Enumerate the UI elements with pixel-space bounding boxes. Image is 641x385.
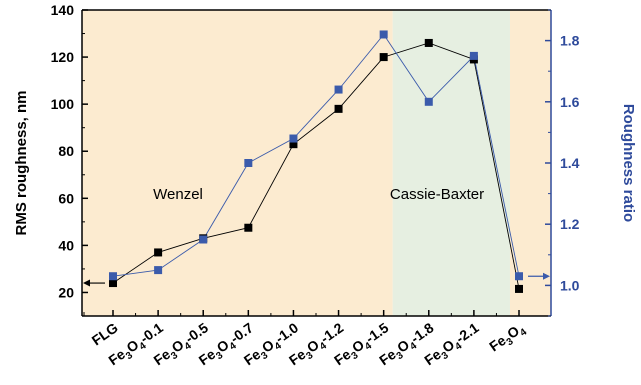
x-tick-label-part: Fe xyxy=(151,346,174,369)
x-tick-label-subscript: 3 xyxy=(304,350,315,362)
x-tick-label-part: Fe xyxy=(105,346,128,369)
series-1-point-7 xyxy=(379,53,388,62)
x-tick-label-part: Fe xyxy=(196,346,219,369)
y-axis-title-right: Roughness ratio xyxy=(620,104,637,222)
x-tick-label-subscript: 4 xyxy=(408,340,419,352)
x-tick-label-subscript: 3 xyxy=(505,336,516,348)
right-tick-label: 1.6 xyxy=(560,94,580,110)
x-tick-label-subscript: 4 xyxy=(518,326,529,338)
y-axis-title-left: RMS roughness, nm xyxy=(13,90,30,235)
left-tick-label: 80 xyxy=(58,143,74,159)
right-tick-label: 1.4 xyxy=(560,155,580,171)
background-regions xyxy=(82,10,551,316)
series-2-point-4 xyxy=(244,159,253,167)
series-2-point-6 xyxy=(334,85,343,94)
series-2-point-9 xyxy=(469,51,478,60)
x-tick-label: Fe3O4-1.2 xyxy=(286,319,349,371)
x-tick-label-subscript: 3 xyxy=(395,350,406,362)
series-1-point-8 xyxy=(424,38,433,47)
series-1-point-6 xyxy=(334,104,343,113)
x-tick-label-part: Fe xyxy=(331,346,354,369)
series-1-point-10 xyxy=(515,284,523,293)
series-2-point-2 xyxy=(154,266,163,275)
x-tick-label-subscript: 3 xyxy=(214,350,225,362)
x-tick-label-subscript: 4 xyxy=(363,340,374,352)
left-tick-label: 100 xyxy=(51,96,75,112)
right-tick-label: 1.8 xyxy=(560,33,580,49)
x-tick-label: FLG xyxy=(89,319,121,348)
x-tick-label-subscript: 4 xyxy=(273,340,284,352)
x-tick-label-subscript: 4 xyxy=(453,340,464,352)
region-1 xyxy=(82,10,393,316)
region-3 xyxy=(509,10,551,316)
series-2-point-7 xyxy=(379,30,388,39)
text-labels: Wenzel Cassie-Baxter 20 40 60 80 100 120 140 1.0 1… xyxy=(13,2,637,371)
x-tick-label-part: Fe xyxy=(421,346,444,369)
series-1-line xyxy=(112,42,520,289)
x-tick-label-part: Fe xyxy=(376,346,399,369)
left-tick-label: 40 xyxy=(58,237,74,253)
region-2 xyxy=(392,10,510,316)
x-tick-label-subscript: 3 xyxy=(259,350,270,362)
left-tick-label: 140 xyxy=(51,2,75,18)
series-1-point-1 xyxy=(109,279,117,288)
x-tick-label-part: Fe xyxy=(486,332,509,355)
series-1-point-2 xyxy=(154,248,163,257)
x-tick-label-part: Fe xyxy=(241,346,264,369)
right-tick-label: 1.2 xyxy=(560,216,580,232)
x-tick-label-subscript: 4 xyxy=(137,340,148,352)
series-lines xyxy=(112,33,520,289)
left-tick-label: 120 xyxy=(51,49,75,65)
left-series-arrow-head xyxy=(83,279,90,287)
series-2-point-8 xyxy=(424,97,433,106)
series-1-point-4 xyxy=(244,223,253,232)
region-label-2: Cassie-Baxter xyxy=(390,186,484,203)
series-2-point-3 xyxy=(199,235,208,244)
data-markers xyxy=(109,30,523,293)
x-tick-label-subscript: 4 xyxy=(228,340,239,352)
left-tick-label: 20 xyxy=(58,284,74,300)
left-tick-label: 60 xyxy=(58,190,74,206)
x-tick-label: Fe3O4 xyxy=(486,319,529,358)
x-tick-label-part: Fe xyxy=(286,346,309,369)
x-tick-label-subscript: 3 xyxy=(440,350,451,362)
series-1-point-5 xyxy=(289,140,298,149)
x-tick-label-subscript: 3 xyxy=(124,350,135,362)
region-label-1: Wenzel xyxy=(153,186,203,203)
series-2-line xyxy=(112,33,520,277)
series-2-point-10 xyxy=(515,272,523,281)
x-tick-label-subscript: 4 xyxy=(318,340,329,352)
right-tick-label: 1.0 xyxy=(560,277,580,293)
x-tick-label-subscript: 4 xyxy=(183,340,194,352)
axes xyxy=(81,9,552,317)
x-tick-label-subscript: 3 xyxy=(350,350,361,362)
right-series-arrow-head xyxy=(543,272,550,280)
series-2-point-5 xyxy=(289,134,298,143)
x-tick-label-subscript: 3 xyxy=(169,350,180,362)
series-2-point-1 xyxy=(109,272,117,281)
x-tick-label-part: FLG xyxy=(89,319,121,348)
